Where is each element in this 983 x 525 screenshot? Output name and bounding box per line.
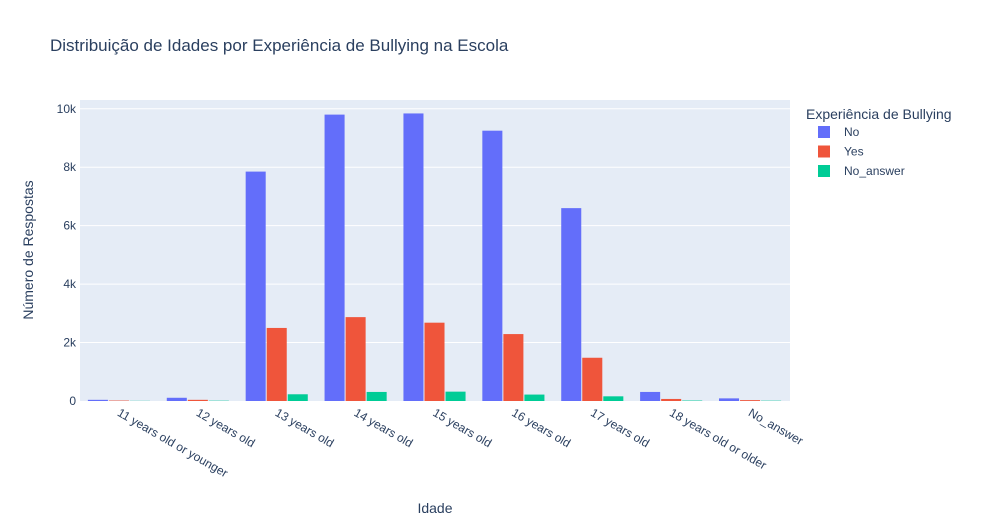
bar-yes[interactable] (266, 327, 287, 401)
bar-no-answer[interactable] (524, 394, 545, 401)
bar-no[interactable] (640, 391, 661, 401)
y-tick-label: 8k (63, 160, 77, 174)
bar-no-answer[interactable] (445, 391, 466, 401)
bar-no[interactable] (403, 113, 424, 401)
y-tick-label: 6k (63, 219, 77, 233)
legend-swatch[interactable] (818, 165, 830, 177)
x-tick-label: 17 years old (588, 405, 652, 450)
x-tick-label: 15 years old (431, 405, 495, 450)
y-tick-label: 4k (63, 277, 77, 291)
bar-no[interactable] (166, 397, 187, 401)
legend-label[interactable]: No_answer (844, 164, 905, 178)
y-tick-label: 2k (63, 336, 77, 350)
x-axis-title: Idade (417, 500, 452, 516)
legend-label[interactable]: Yes (844, 145, 864, 159)
legend-swatch[interactable] (818, 126, 830, 138)
legend-label[interactable]: No (844, 125, 860, 139)
bar-no-answer[interactable] (287, 394, 308, 401)
y-tick-label: 0 (69, 394, 76, 408)
x-tick-label: No_answer (746, 405, 806, 447)
x-tick-label: 14 years old (352, 405, 416, 450)
bar-no[interactable] (324, 114, 345, 402)
bar-yes[interactable] (503, 334, 524, 401)
bar-yes[interactable] (187, 399, 208, 401)
bars-group (87, 113, 782, 402)
bar-no[interactable] (719, 398, 740, 401)
bar-yes[interactable] (740, 400, 761, 401)
bar-no-answer[interactable] (603, 396, 624, 401)
bar-no-answer[interactable] (366, 391, 387, 401)
legend: Experiência de Bullying No Yes No_answer (806, 106, 952, 178)
bar-yes[interactable] (424, 322, 445, 401)
bar-yes[interactable] (582, 357, 603, 401)
x-tick-label: 12 years old (194, 405, 258, 450)
x-tick-label: 16 years old (509, 405, 573, 450)
bar-yes[interactable] (345, 317, 366, 401)
bar-no[interactable] (245, 171, 266, 401)
bar-no[interactable] (482, 130, 503, 402)
y-axis-title: Número de Respostas (20, 180, 36, 319)
legend-title: Experiência de Bullying (806, 106, 952, 122)
bar-yes[interactable] (661, 398, 682, 401)
bar-no[interactable] (87, 399, 108, 401)
grid-lines (80, 108, 790, 344)
y-axis-ticks: 0 2k 4k 6k 8k 10k (57, 102, 77, 408)
y-tick-label: 10k (57, 102, 77, 116)
legend-swatch[interactable] (818, 145, 830, 158)
chart-title: Distribuição de Idades por Experiência d… (50, 36, 509, 55)
x-tick-label: 13 years old (273, 405, 337, 450)
bar-no[interactable] (561, 208, 582, 401)
